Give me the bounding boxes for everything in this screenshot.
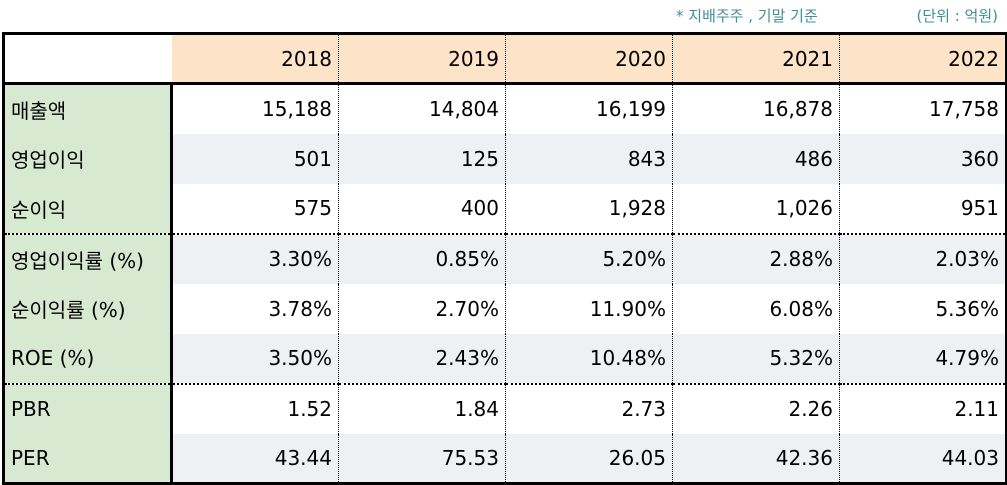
header-row: 2018 2019 2020 2021 2022 — [2, 32, 1007, 85]
row-label: 매출액 — [2, 83, 173, 134]
table-cell: 44.03 — [839, 433, 1007, 485]
table-cell: 5.32% — [672, 333, 840, 385]
table-cell: 2.88% — [672, 233, 840, 284]
table-cell: 1,026 — [672, 183, 840, 235]
row-label: 순이익률 (%) — [2, 283, 173, 334]
table-cell: 2.03% — [839, 233, 1007, 284]
financial-table: 2018 2019 2020 2021 2022 매출액 15,188 14,8… — [2, 32, 1007, 485]
table-row: 영업이익률 (%) 3.30% 0.85% 5.20% 2.88% 2.03% — [2, 233, 1007, 284]
table-cell: 15,188 — [171, 83, 339, 134]
corner-cell — [2, 32, 172, 85]
table-cell: 3.30% — [171, 233, 339, 284]
year-2019-header: 2019 — [338, 32, 506, 85]
table-cell: 2.43% — [338, 333, 506, 385]
table-cell: 43.44 — [171, 433, 339, 485]
table-row: 매출액 15,188 14,804 16,199 16,878 17,758 — [2, 83, 1007, 134]
table-cell: 501 — [171, 133, 339, 184]
table-cell: 1.84 — [338, 383, 506, 434]
table-cell: 2.11 — [839, 383, 1007, 434]
table-cell: 3.78% — [171, 283, 339, 334]
table-cell: 575 — [171, 183, 339, 235]
row-label: 영업이익률 (%) — [2, 233, 173, 284]
table-cell: 1,928 — [505, 183, 673, 235]
table-cell: 75.53 — [338, 433, 506, 485]
table-cell: 5.36% — [839, 283, 1007, 334]
table-cell: 486 — [672, 133, 840, 184]
table-cell: 400 — [338, 183, 506, 235]
table-cell: 1.52 — [171, 383, 339, 434]
table-cell: 16,878 — [672, 83, 840, 134]
table-row: PER 43.44 75.53 26.05 42.36 44.03 — [2, 433, 1007, 485]
year-2020-header: 2020 — [505, 32, 673, 85]
table-row: 영업이익 501 125 843 486 360 — [2, 133, 1007, 184]
table-cell: 14,804 — [338, 83, 506, 134]
basis-note: * 지배주주 , 기말 기준 — [676, 7, 818, 25]
table-cell: 17,758 — [839, 83, 1007, 134]
row-label: 순이익 — [2, 183, 173, 235]
table-cell: 16,199 — [505, 83, 673, 134]
table-cell: 0.85% — [338, 233, 506, 284]
year-2022-header: 2022 — [839, 32, 1007, 85]
table-cell: 11.90% — [505, 283, 673, 334]
row-label: PBR — [2, 383, 173, 434]
table-row: 순이익률 (%) 3.78% 2.70% 11.90% 6.08% 5.36% — [2, 283, 1007, 334]
table-cell: 951 — [839, 183, 1007, 235]
table-cell: 4.79% — [839, 333, 1007, 385]
table-cell: 843 — [505, 133, 673, 184]
row-label: PER — [2, 433, 173, 485]
table-cell: 42.36 — [672, 433, 840, 485]
table-cell: 360 — [839, 133, 1007, 184]
table-cell: 2.73 — [505, 383, 673, 434]
table-cell: 26.05 — [505, 433, 673, 485]
table-cell: 2.26 — [672, 383, 840, 434]
table-cell: 125 — [338, 133, 506, 184]
year-2018-header: 2018 — [171, 32, 339, 85]
table-cell: 10.48% — [505, 333, 673, 385]
year-2021-header: 2021 — [672, 32, 840, 85]
table-cell: 5.20% — [505, 233, 673, 284]
table-cell: 2.70% — [338, 283, 506, 334]
table-row: 순이익 575 400 1,928 1,026 951 — [2, 183, 1007, 235]
table-cell: 6.08% — [672, 283, 840, 334]
row-label: 영업이익 — [2, 133, 173, 184]
table-cell: 3.50% — [171, 333, 339, 385]
table-row: ROE (%) 3.50% 2.43% 10.48% 5.32% 4.79% — [2, 333, 1007, 385]
row-label: ROE (%) — [2, 333, 173, 385]
table-row: PBR 1.52 1.84 2.73 2.26 2.11 — [2, 383, 1007, 434]
unit-note: (단위 : 억원) — [916, 7, 999, 25]
